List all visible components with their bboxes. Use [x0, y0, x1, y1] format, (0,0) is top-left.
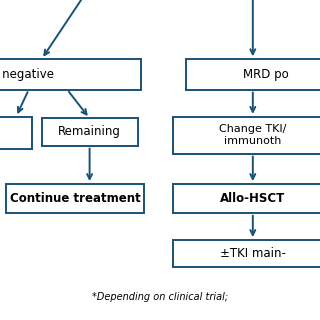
FancyBboxPatch shape: [186, 59, 320, 90]
Text: Continue treatment: Continue treatment: [10, 192, 140, 205]
FancyBboxPatch shape: [0, 59, 141, 90]
FancyBboxPatch shape: [173, 117, 320, 154]
Text: ±TKI main-: ±TKI main-: [220, 247, 286, 260]
FancyBboxPatch shape: [42, 118, 138, 146]
Text: MRD negative: MRD negative: [0, 68, 54, 81]
Text: *Depending on clinical trial;: *Depending on clinical trial;: [92, 292, 228, 302]
Text: Remaining: Remaining: [58, 125, 121, 139]
FancyBboxPatch shape: [173, 184, 320, 213]
Text: MRD po: MRD po: [243, 68, 288, 81]
Text: Change TKI/
immunoth: Change TKI/ immunoth: [219, 124, 286, 146]
FancyBboxPatch shape: [173, 240, 320, 267]
FancyBboxPatch shape: [6, 184, 144, 213]
Text: Allo-HSCT: Allo-HSCT: [220, 192, 285, 205]
